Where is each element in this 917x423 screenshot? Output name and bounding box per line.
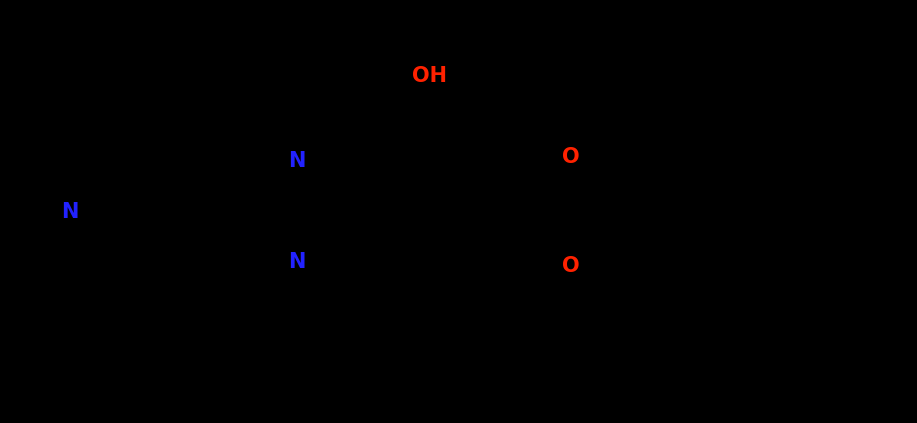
Text: O: O (561, 256, 580, 277)
Text: OH: OH (412, 66, 447, 86)
Text: N: N (289, 151, 305, 171)
Text: N: N (61, 201, 78, 222)
Text: O: O (561, 146, 580, 167)
Text: N: N (289, 252, 305, 272)
